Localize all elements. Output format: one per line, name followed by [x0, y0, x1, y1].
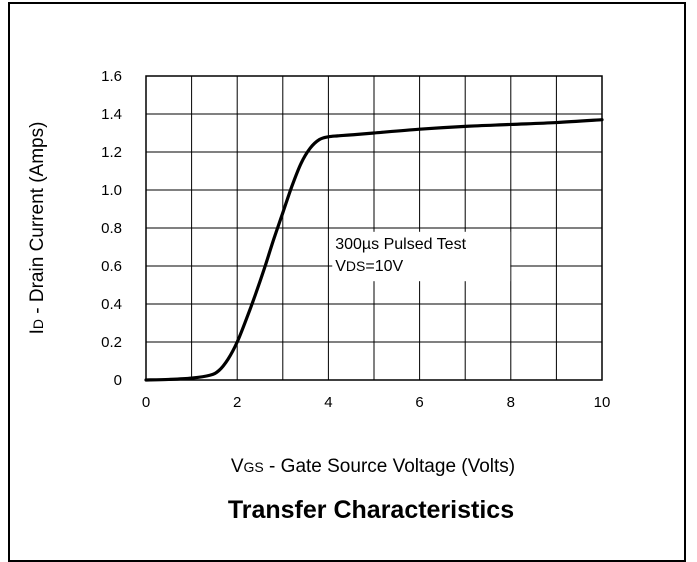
x-tick-labels: 0 2 4 6 8 10 — [142, 394, 611, 411]
y-tick-label: 1.4 — [101, 106, 122, 123]
x-axis-label-symbol: V — [231, 456, 244, 477]
annotation-vds-subscript: DS — [346, 258, 365, 274]
annotation-vds-symbol: V — [335, 258, 346, 275]
annotation-vds: VDS=10V — [335, 258, 403, 275]
x-tick-label: 6 — [415, 394, 423, 411]
x-tick-label: 4 — [324, 394, 332, 411]
grid — [146, 76, 602, 380]
x-tick-label: 0 — [142, 394, 150, 411]
y-tick-label: 0.8 — [101, 220, 122, 237]
y-tick-labels: 0 0.2 0.4 0.6 0.8 1.0 1.2 1.4 1.6 — [101, 68, 122, 389]
y-tick-label: 0.4 — [101, 296, 122, 313]
x-tick-label: 2 — [233, 394, 241, 411]
annotation-pulsed-test: 300µs Pulsed Test — [335, 236, 466, 253]
x-axis-label-subscript: GS — [244, 459, 264, 475]
chart-title: Transfer Characteristics — [228, 496, 514, 524]
y-tick-label: 0.2 — [101, 334, 122, 351]
y-tick-label: 0.6 — [101, 258, 122, 275]
annotation-vds-value: =10V — [365, 258, 403, 275]
y-axis-label: ID - Drain Current (Amps) — [27, 122, 48, 335]
y-tick-label: 1.0 — [101, 182, 122, 199]
chart: 0 0.2 0.4 0.6 0.8 1.0 1.2 1.4 1.6 0 2 4 6 8 10 300µs … — [27, 68, 611, 524]
y-axis-label-symbol: I — [27, 329, 48, 334]
x-axis-label: VGS - Gate Source Voltage (Volts) — [231, 456, 515, 477]
x-tick-label: 10 — [594, 394, 611, 411]
y-tick-label: 1.6 — [101, 68, 122, 85]
y-axis-label-subscript: D — [30, 319, 46, 329]
series-line-drain-current — [144, 118, 604, 382]
x-axis-label-text: - Gate Source Voltage (Volts) — [264, 456, 515, 477]
plot-area-border — [145, 75, 603, 381]
y-tick-label: 0 — [114, 372, 122, 389]
y-axis-label-text: - Drain Current (Amps) — [27, 122, 48, 319]
y-tick-label: 1.2 — [101, 144, 122, 161]
annotation-background — [332, 231, 511, 282]
x-tick-label: 8 — [507, 394, 515, 411]
